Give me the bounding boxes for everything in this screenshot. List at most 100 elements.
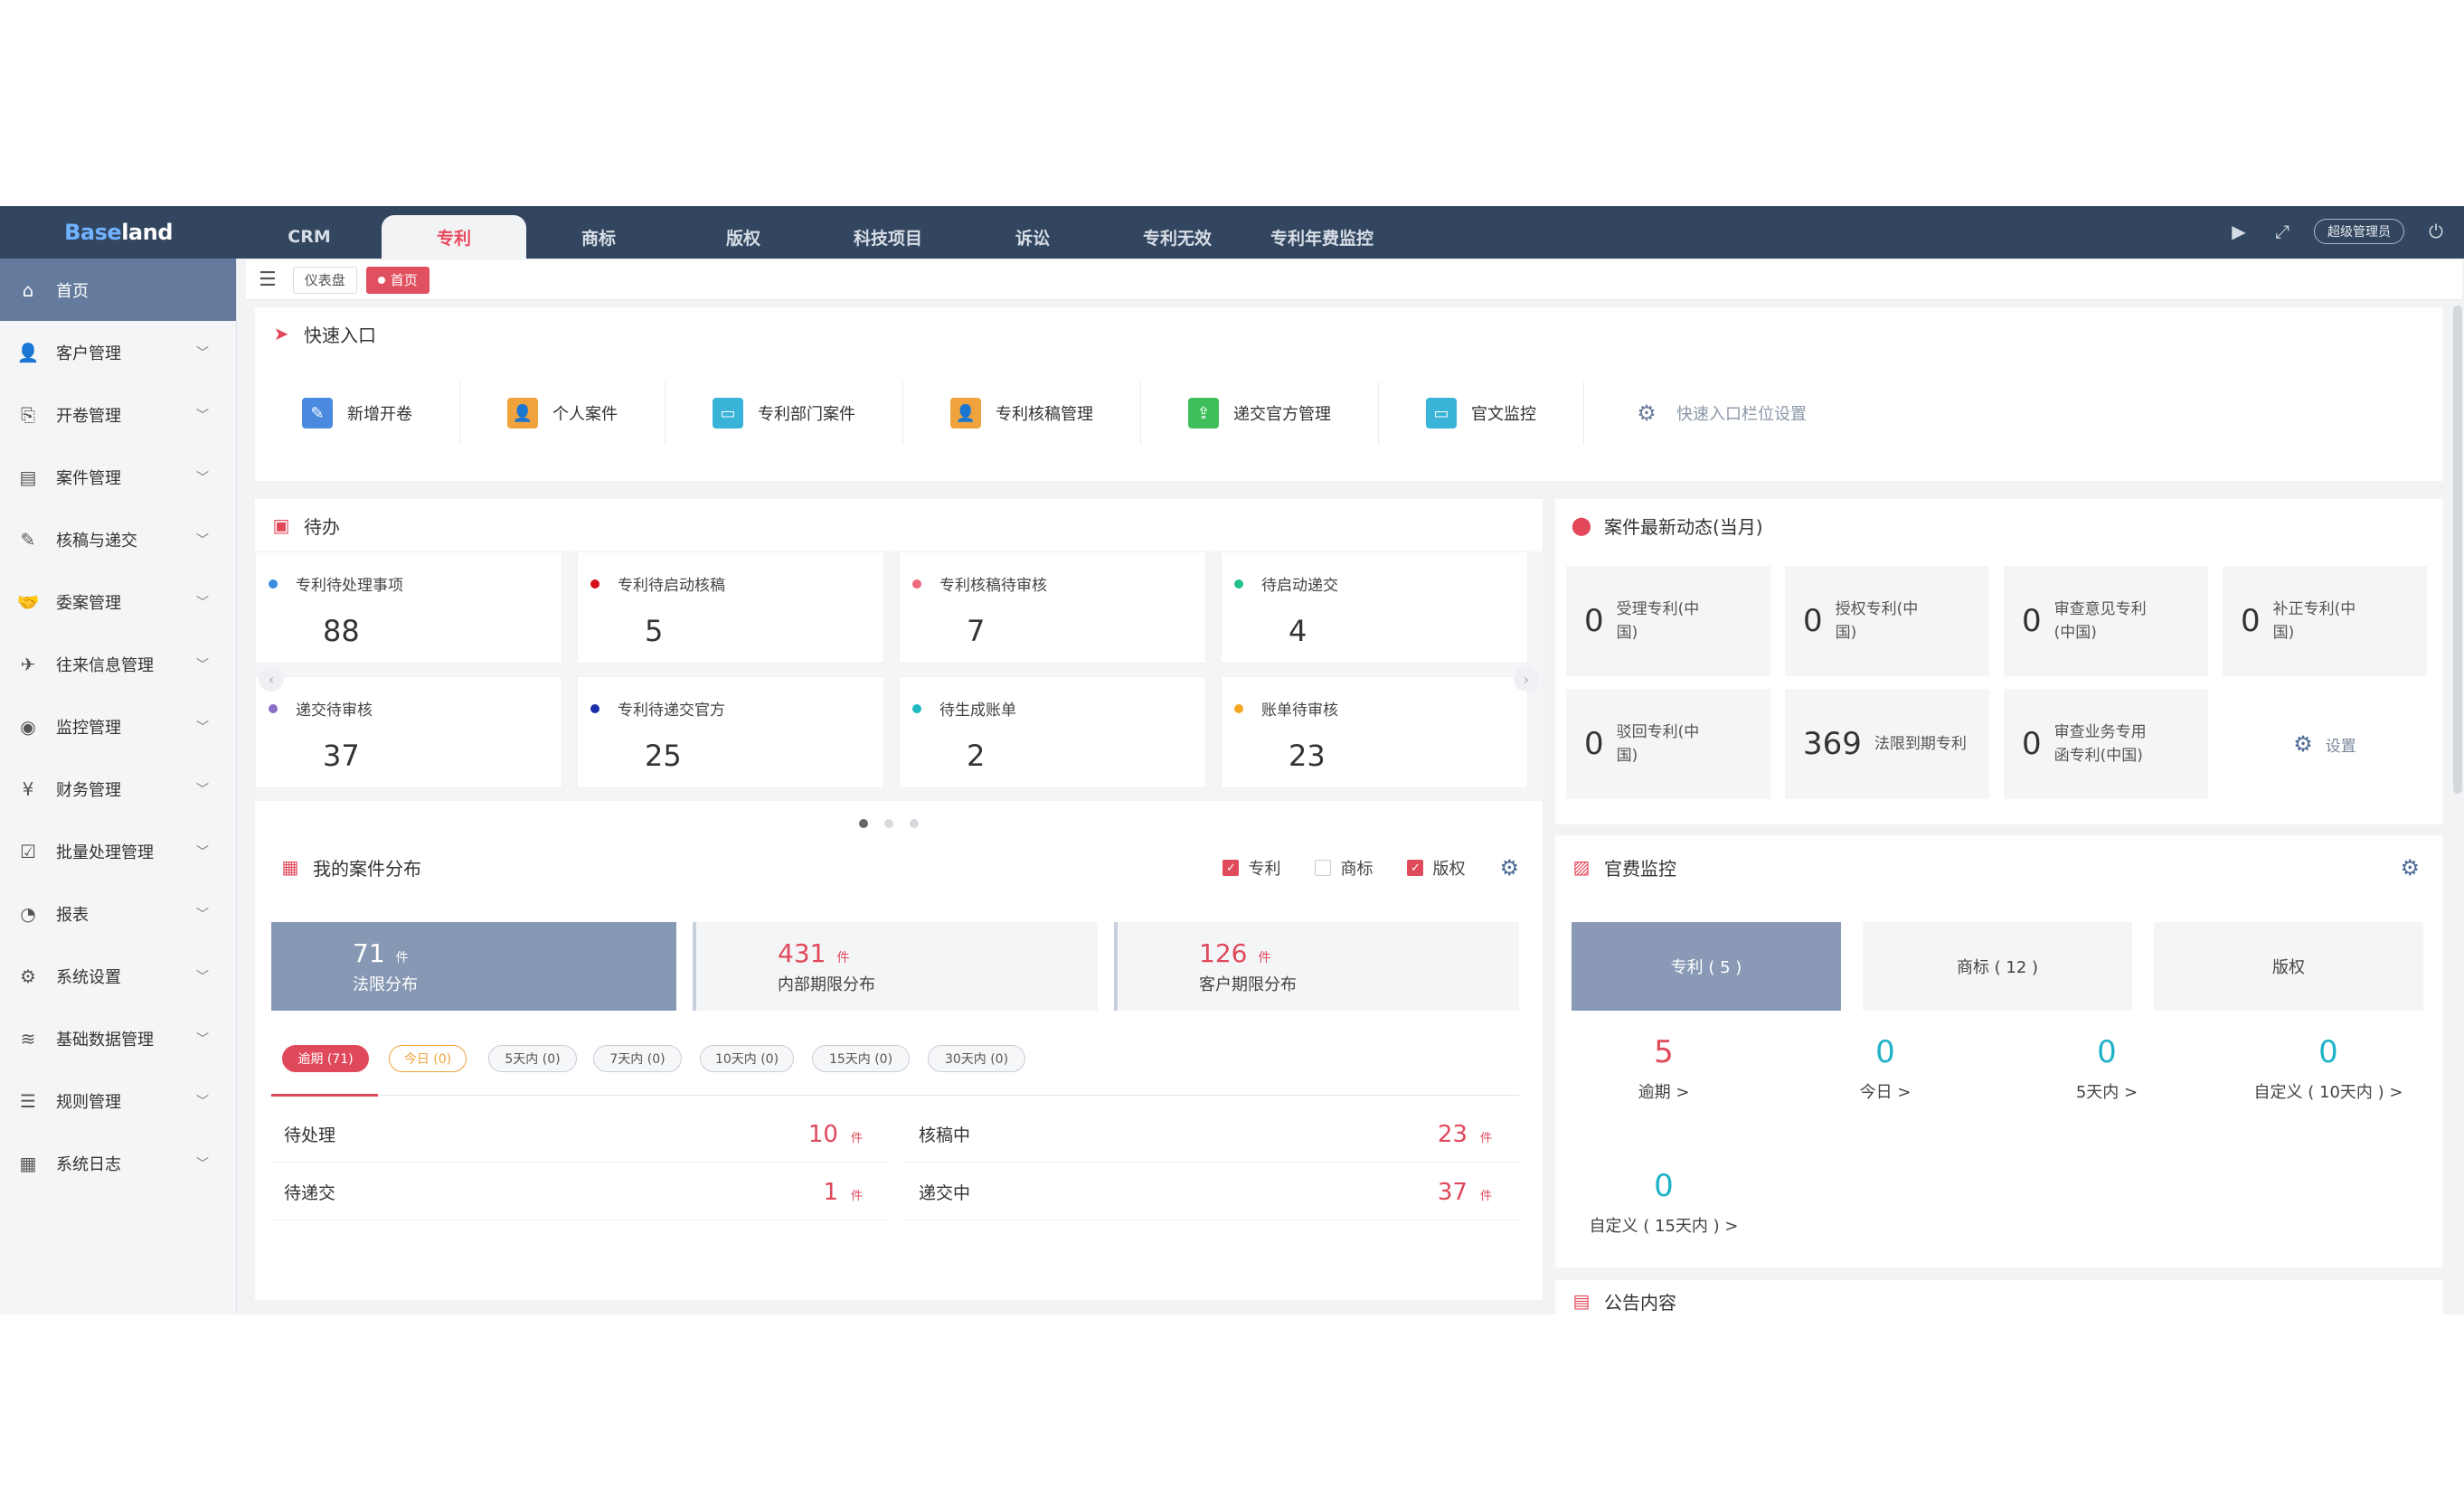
chevron-down-icon: ﹀	[196, 969, 209, 984]
app-logo[interactable]: Base land	[64, 220, 173, 245]
sidebar-item-reports[interactable]: ◔ 报表 ﹀	[0, 882, 236, 945]
fee-tab-patent[interactable]: 专利 ( 5 )	[1572, 922, 1841, 1011]
fee-stat-today[interactable]: 0 今日 >	[1859, 1034, 1912, 1102]
todo-card[interactable]: 专利待递交官方 25	[577, 676, 884, 788]
todo-card[interactable]: 递交待审核 37	[255, 676, 562, 788]
sidebar-item-base-data[interactable]: ≋ 基础数据管理 ﹀	[0, 1007, 236, 1069]
paper-plane-icon: ➤	[273, 323, 289, 344]
dist-legal-deadline[interactable]: 71 件 法限分布	[271, 922, 676, 1011]
filter-15days[interactable]: 15天内 (0)	[812, 1045, 910, 1072]
tab-copyright[interactable]: 版权	[725, 228, 760, 249]
sidebar-item-batch[interactable]: ☑ 批量处理管理 ﹀	[0, 820, 236, 882]
tab-trademark[interactable]: 商标	[581, 228, 616, 249]
todo-card[interactable]: 待启动递交 4	[1221, 551, 1528, 664]
sidebar-item-customers[interactable]: 👤 客户管理 ﹀	[16, 341, 209, 363]
tab-crm[interactable]: CRM	[288, 227, 331, 247]
dynamics-card[interactable]: 369 法限到期专利	[1785, 689, 1989, 799]
table-row[interactable]: 待递交 1 件	[271, 1164, 890, 1220]
crumb-home[interactable]: 首页	[365, 266, 430, 294]
todo-card[interactable]: 专利待处理事项 88	[255, 551, 562, 664]
filter-30days[interactable]: 30天内 (0)	[928, 1045, 1025, 1072]
quick-new-filing[interactable]: ✎ 新增开卷	[255, 381, 460, 445]
edit-icon: ✎	[20, 528, 36, 551]
dynamics-card[interactable]: 0 授权专利(中国)	[1785, 566, 1989, 676]
sidebar-item-rules[interactable]: ☰ 规则管理 ﹀	[0, 1069, 236, 1132]
carousel-pager	[859, 819, 919, 828]
sidebar-item-review-submit[interactable]: ✎ 核稿与递交 ﹀	[0, 508, 236, 570]
sidebar-item-settings[interactable]: ⚙ 系统设置 ﹀	[0, 945, 236, 1007]
check-trademark[interactable]: 商标	[1315, 856, 1373, 880]
todo-card[interactable]: 待生成账单 2	[899, 676, 1206, 788]
sidebar-item-entrust[interactable]: 🤝 委案管理 ﹀	[16, 590, 209, 613]
dynamics-settings[interactable]: ⚙ 设置	[2223, 689, 2427, 799]
fullscreen-icon[interactable]: ⤢	[2275, 221, 2289, 242]
sidebar-item-filing[interactable]: ⎘ 开卷管理 ﹀	[0, 383, 236, 446]
user-icon: 👤	[16, 341, 40, 363]
sidebar-item-logs[interactable]: ▦ 系统日志 ﹀	[0, 1132, 236, 1194]
fee-stat-custom-10days[interactable]: 0 自定义 ( 10天内 ) >	[2253, 1034, 2403, 1102]
tab-annual-fee-monitor[interactable]: 专利年费监控	[1270, 228, 1374, 249]
dynamics-card[interactable]: 0 驳回专利(中国)	[1566, 689, 1770, 799]
dynamics-card[interactable]: 0 受理专利(中国)	[1566, 566, 1770, 676]
check-copyright[interactable]: ✓ 版权	[1407, 856, 1465, 880]
filter-7days[interactable]: 7天内 (0)	[593, 1045, 682, 1072]
official-fee-panel: ▨ 官费监控 ⚙ 专利 ( 5 ) 商标 ( 12 ) 版权 5 逾期 > 0 今日…	[1555, 835, 2443, 1267]
quick-personal-cases[interactable]: 👤 个人案件	[460, 381, 666, 445]
chevron-right-icon[interactable]: ›	[1514, 666, 1539, 692]
sidebar-item-correspondence[interactable]: ✈ 往来信息管理 ﹀	[0, 633, 236, 695]
sidebar-item-finance[interactable]: ¥ 财务管理 ﹀	[0, 758, 236, 820]
table-row[interactable]: 核稿中 23 件	[906, 1107, 1519, 1163]
table-row[interactable]: 递交中 37 件	[906, 1164, 1519, 1220]
dynamics-card[interactable]: 0 审查业务专用函专利(中国)	[2004, 689, 2208, 799]
chart-icon: ◔	[20, 902, 36, 925]
gear-icon[interactable]: ⚙	[2400, 855, 2420, 881]
pager-dot[interactable]	[884, 819, 893, 828]
quick-patent-dept-cases[interactable]: ▭ 专利部门案件	[666, 381, 903, 445]
dynamics-card[interactable]: 0 补正专利(中国)	[2223, 566, 2427, 676]
tab-patent[interactable]: 专利	[382, 215, 526, 259]
page-scrollbar[interactable]	[2453, 306, 2462, 794]
todo-card[interactable]: 专利待启动核稿 5	[577, 551, 884, 664]
quick-official-doc-monitor[interactable]: ▭ 官文监控	[1379, 381, 1584, 445]
tab-patent-invalidation[interactable]: 专利无效	[1142, 228, 1212, 249]
dynamics-card[interactable]: 0 审查意见专利(中国)	[2004, 566, 2208, 676]
filter-today[interactable]: 今日 (0)	[389, 1045, 467, 1072]
fee-tab-trademark[interactable]: 商标 ( 12 )	[1863, 922, 2132, 1011]
fee-stat-custom-15days[interactable]: 0 自定义 ( 15天内 ) >	[1589, 1168, 1739, 1236]
gear-icon: ⚙	[1637, 400, 1657, 426]
fee-tab-copyright[interactable]: 版权	[2154, 922, 2423, 1011]
tab-litigation[interactable]: 诉讼	[1015, 228, 1050, 249]
dist-internal-deadline[interactable]: 431 件 内部期限分布	[693, 922, 1098, 1011]
monitor-icon: ▭	[1426, 398, 1457, 429]
filter-overdue[interactable]: 逾期 (71)	[282, 1045, 369, 1072]
todo-card[interactable]: 专利核稿待审核 7	[899, 551, 1206, 664]
dist-client-deadline[interactable]: 126 件 客户期限分布	[1114, 922, 1519, 1011]
sidebar-item-home[interactable]: ⌂ 首页	[0, 259, 236, 321]
fee-stat-5days[interactable]: 0 5天内 >	[2075, 1034, 2138, 1102]
sidebar-item-cases[interactable]: ▤ 案件管理 ﹀	[0, 446, 236, 508]
case-icon: ▤	[19, 466, 37, 488]
crumb-dashboard[interactable]: 仪表盘	[292, 266, 357, 294]
menu-toggle-icon[interactable]: ☰	[259, 268, 277, 291]
play-icon[interactable]: ▶	[2232, 221, 2246, 242]
official-fee-title: ▨ 官费监控	[1555, 835, 2443, 899]
fee-stat-overdue[interactable]: 5 逾期 >	[1638, 1034, 1690, 1102]
sidebar-item-monitoring[interactable]: ◉ 监控管理 ﹀	[0, 695, 236, 758]
chevron-left-icon[interactable]: ‹	[259, 666, 284, 692]
table-row[interactable]: 待处理 10 件	[271, 1107, 890, 1163]
filter-10days[interactable]: 10天内 (0)	[700, 1045, 794, 1072]
quick-entry-title: ➤ 快速入口	[255, 307, 2443, 360]
quick-patent-review[interactable]: 👤 专利核稿管理	[903, 381, 1141, 445]
pager-dot[interactable]	[859, 819, 868, 828]
check-patent[interactable]: ✓ 专利	[1223, 856, 1280, 880]
todo-card[interactable]: 账单待审核 23	[1221, 676, 1528, 788]
user-menu[interactable]: 超级管理员	[2314, 219, 2404, 244]
quick-official-submission[interactable]: ⇪ 递交官方管理	[1141, 381, 1379, 445]
pager-dot[interactable]	[910, 819, 919, 828]
gear-icon[interactable]: ⚙	[1499, 855, 1519, 881]
quick-entry-settings[interactable]: ⚙ 快速入口栏位设置	[1584, 381, 1854, 445]
tab-tech-project[interactable]: 科技项目	[853, 228, 922, 249]
chevron-down-icon: ﹀	[196, 595, 209, 610]
power-icon[interactable]: ⏻	[2429, 221, 2443, 242]
filter-5days[interactable]: 5天内 (0)	[488, 1045, 577, 1072]
